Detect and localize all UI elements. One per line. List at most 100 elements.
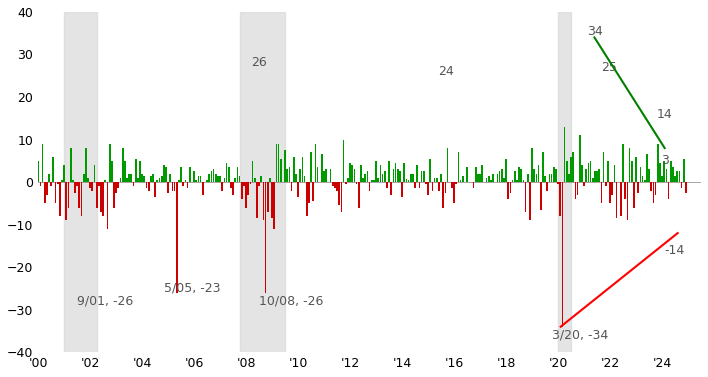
Bar: [627, 182, 628, 220]
Bar: [577, 182, 578, 195]
Bar: [447, 148, 448, 182]
Bar: [38, 161, 39, 182]
Bar: [76, 182, 78, 186]
Bar: [586, 169, 587, 182]
Bar: [239, 12, 285, 352]
Bar: [107, 182, 108, 229]
Bar: [271, 182, 273, 218]
Bar: [453, 182, 455, 203]
Bar: [314, 144, 316, 182]
Bar: [404, 163, 405, 182]
Bar: [285, 150, 286, 182]
Bar: [152, 173, 154, 182]
Bar: [540, 182, 542, 210]
Text: 9/01, -26: 9/01, -26: [77, 295, 133, 308]
Bar: [685, 182, 687, 193]
Bar: [631, 161, 632, 182]
Bar: [312, 182, 314, 201]
Bar: [193, 172, 195, 182]
Bar: [423, 172, 425, 182]
Bar: [496, 173, 498, 182]
Bar: [399, 172, 401, 182]
Bar: [124, 161, 126, 182]
Bar: [555, 169, 556, 182]
Bar: [349, 163, 351, 182]
Bar: [306, 182, 308, 216]
Bar: [605, 182, 607, 186]
Bar: [52, 156, 55, 182]
Bar: [467, 167, 468, 182]
Bar: [596, 172, 598, 182]
Bar: [445, 182, 446, 193]
Bar: [633, 182, 635, 208]
Bar: [265, 182, 266, 293]
Bar: [176, 182, 178, 293]
Bar: [661, 176, 663, 182]
Bar: [293, 156, 295, 182]
Bar: [89, 182, 91, 188]
Bar: [299, 169, 301, 182]
Bar: [63, 165, 65, 182]
Bar: [169, 173, 171, 182]
Bar: [232, 182, 234, 195]
Bar: [564, 127, 566, 182]
Bar: [135, 159, 137, 182]
Bar: [100, 182, 102, 212]
Bar: [369, 182, 370, 191]
Bar: [64, 12, 97, 352]
Bar: [676, 172, 678, 182]
Bar: [620, 182, 622, 216]
Text: 5/05, -23: 5/05, -23: [164, 282, 220, 295]
Bar: [590, 161, 591, 182]
Bar: [275, 144, 278, 182]
Bar: [167, 182, 169, 193]
Bar: [278, 144, 280, 182]
Bar: [388, 161, 390, 182]
Bar: [393, 169, 394, 182]
Bar: [547, 182, 548, 191]
Bar: [228, 167, 229, 182]
Bar: [161, 176, 163, 182]
Bar: [343, 139, 345, 182]
Bar: [213, 169, 215, 182]
Bar: [488, 176, 490, 182]
Bar: [371, 180, 372, 182]
Bar: [338, 182, 340, 205]
Bar: [510, 182, 511, 193]
Bar: [651, 182, 652, 191]
Bar: [382, 173, 384, 182]
Bar: [98, 182, 100, 186]
Bar: [215, 173, 217, 182]
Bar: [87, 178, 88, 182]
Bar: [418, 182, 421, 188]
Bar: [397, 169, 399, 182]
Bar: [330, 169, 331, 182]
Bar: [93, 165, 96, 182]
Bar: [137, 178, 139, 182]
Bar: [375, 161, 377, 182]
Bar: [291, 182, 292, 191]
Bar: [189, 167, 190, 182]
Bar: [570, 156, 572, 182]
Bar: [267, 182, 268, 212]
Bar: [113, 182, 115, 208]
Bar: [527, 173, 529, 182]
Bar: [421, 172, 423, 182]
Bar: [529, 182, 531, 220]
Bar: [159, 178, 160, 182]
Bar: [629, 148, 630, 182]
Bar: [440, 173, 442, 182]
Bar: [280, 159, 282, 182]
Bar: [224, 178, 225, 182]
Bar: [261, 176, 262, 182]
Bar: [462, 176, 464, 182]
Bar: [520, 169, 522, 182]
Bar: [230, 182, 232, 188]
Text: 3: 3: [661, 154, 668, 167]
Bar: [523, 180, 524, 182]
Bar: [118, 182, 119, 188]
Bar: [674, 176, 676, 182]
Bar: [142, 173, 143, 182]
Bar: [226, 163, 227, 182]
Bar: [622, 144, 624, 182]
